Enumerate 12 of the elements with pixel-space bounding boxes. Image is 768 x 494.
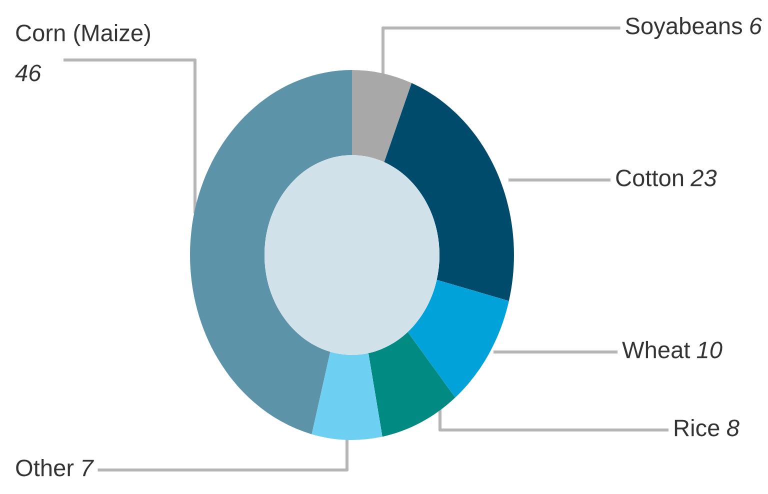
slice-label: Cotton — [616, 170, 684, 186]
data-label: 46 — [15, 64, 42, 82]
slice-label: Corn (Maize) — [16, 24, 150, 46]
data-label: 6 — [750, 18, 762, 34]
data-label: 10 — [696, 342, 722, 358]
data-label: 8 — [727, 420, 740, 436]
slice-label: Rice — [674, 418, 720, 436]
slice-label: Wheat — [622, 340, 690, 358]
data-label: 23 — [690, 170, 717, 186]
slice-label: Soyabeans — [626, 16, 742, 40]
data-label: 7 — [82, 460, 94, 476]
slice-label: Other — [16, 458, 74, 476]
